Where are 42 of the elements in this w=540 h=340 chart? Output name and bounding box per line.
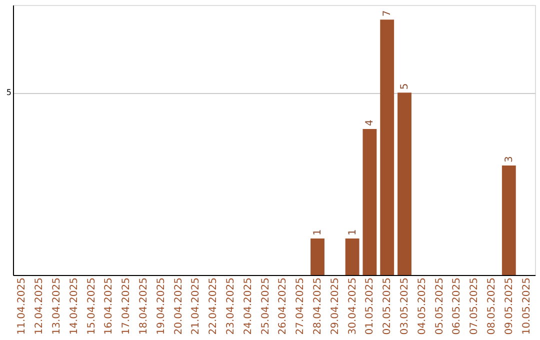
x-tick-label: 20.04.2025 <box>173 278 184 335</box>
bar <box>380 20 394 275</box>
x-tick-label: 05.05.2025 <box>434 278 446 335</box>
bar <box>345 238 360 275</box>
data-label: 1 <box>347 229 358 236</box>
data-label: 3 <box>504 156 515 163</box>
x-tick-label: 11.04.2025 <box>16 278 28 335</box>
x-tick-label: 27.04.2025 <box>295 278 306 335</box>
bar <box>362 129 377 275</box>
x-tick-label: 02.05.2025 <box>382 278 394 335</box>
x-tick-label: 06.05.2025 <box>452 278 463 335</box>
x-tick-label: 25.04.2025 <box>260 278 272 335</box>
x-tick-label: 18.04.2025 <box>138 278 150 335</box>
data-label: 1 <box>312 229 324 236</box>
x-tick-label: 14.04.2025 <box>68 278 80 335</box>
bar <box>502 166 516 275</box>
x-tick-label: 01.05.2025 <box>364 278 376 335</box>
x-tick-label: 08.05.2025 <box>486 278 498 335</box>
x-tick-label: 15.04.2025 <box>86 278 98 335</box>
x-tick-label: 07.05.2025 <box>469 278 480 335</box>
data-label: 7 <box>382 10 394 17</box>
bar <box>310 238 324 275</box>
x-tick-label: 19.04.2025 <box>156 278 167 335</box>
x-tick-label: 22.04.2025 <box>208 278 220 335</box>
x-tick-label: 23.04.2025 <box>226 278 236 335</box>
bar <box>398 92 412 275</box>
x-tick-label: 29.04.2025 <box>330 278 341 335</box>
x-tick-label: 17.04.2025 <box>121 278 132 335</box>
x-tick-label: 24.04.2025 <box>242 278 254 335</box>
x-tick-label: 04.05.2025 <box>416 278 428 335</box>
x-tick-label: 28.04.2025 <box>312 278 324 335</box>
x-tick-label: 21.04.2025 <box>190 278 202 335</box>
x-tick-label: 26.04.2025 <box>278 278 289 335</box>
data-label: 5 <box>400 83 410 90</box>
x-tick-label: 10.05.2025 <box>521 278 532 335</box>
x-tick-label: 09.05.2025 <box>504 278 515 335</box>
x-tick-label: 13.04.2025 <box>52 278 62 335</box>
x-tick-label: 03.05.2025 <box>400 278 410 335</box>
data-label: 4 <box>364 120 376 126</box>
x-tick-label: 12.04.2025 <box>34 278 46 335</box>
x-tick-label: 30.04.2025 <box>347 278 358 335</box>
x-tick-label: 16.04.2025 <box>104 278 115 335</box>
